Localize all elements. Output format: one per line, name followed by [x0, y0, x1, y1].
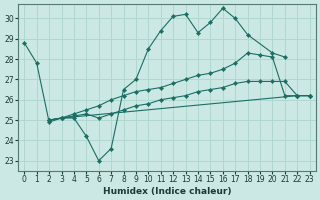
X-axis label: Humidex (Indice chaleur): Humidex (Indice chaleur)	[103, 187, 231, 196]
